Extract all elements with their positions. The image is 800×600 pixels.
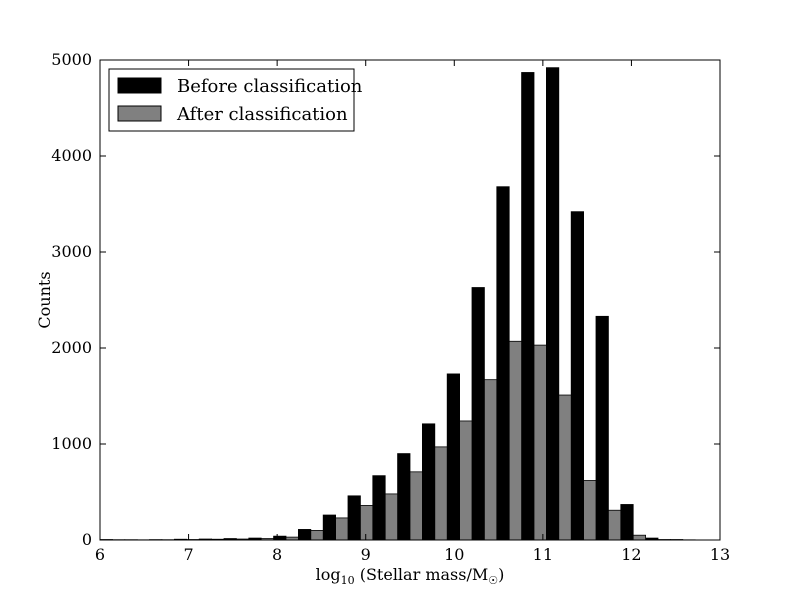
- x-axis-label-suffix: ): [498, 565, 504, 584]
- bars-group: [99, 67, 696, 541]
- x-axis-label-sun-symbol: ☉: [488, 574, 498, 587]
- bar-after-9: [335, 517, 349, 541]
- x-tick-label-10: 10: [444, 545, 464, 564]
- legend-label-after: After classification: [176, 104, 348, 125]
- x-axis-label-middle: (Stellar mass/M: [355, 565, 489, 584]
- x-axis-label-log: log: [316, 565, 341, 584]
- bar-before-17: [521, 72, 535, 541]
- bar-after-18: [558, 394, 572, 541]
- legend: Before classification After classificati…: [108, 68, 363, 132]
- bar-before-9: [322, 514, 337, 541]
- bar-before-7: [273, 535, 287, 541]
- bar-after-12: [409, 471, 423, 541]
- legend-label-before: Before classification: [177, 76, 363, 97]
- legend-swatch-before: [117, 77, 162, 94]
- bar-after-8: [310, 530, 324, 541]
- bar-before-8: [297, 529, 312, 541]
- bar-after-13: [434, 446, 448, 541]
- bar-after-15: [483, 379, 498, 541]
- bar-before-14: [446, 373, 461, 541]
- bar-after-21: [632, 534, 647, 541]
- legend-swatch-after: [117, 105, 162, 122]
- x-tick-label-12: 12: [621, 545, 641, 564]
- x-tick-label-7: 7: [183, 545, 193, 564]
- y-tick-label-1000: 1000: [51, 434, 92, 453]
- bar-after-14: [459, 420, 473, 541]
- x-tick-label-6: 6: [95, 545, 105, 564]
- bar-after-11: [384, 493, 399, 541]
- bar-after-20: [608, 509, 622, 541]
- x-axis-label: log10 (Stellar mass/M☉): [316, 565, 505, 587]
- bar-after-10: [359, 505, 374, 541]
- x-tick-label-8: 8: [272, 545, 282, 564]
- y-tick-label-2000: 2000: [51, 338, 92, 357]
- bar-before-13: [421, 423, 436, 541]
- bar-before-16: [496, 186, 510, 541]
- bar-before-15: [471, 287, 485, 541]
- y-tick-label-3000: 3000: [51, 242, 92, 261]
- bar-after-16: [508, 340, 523, 541]
- bar-before-11: [372, 475, 386, 541]
- y-axis-label: Counts: [35, 271, 54, 328]
- bar-after-19: [583, 480, 597, 541]
- y-tick-label-0: 0: [82, 530, 92, 549]
- y-tick-label-5000: 5000: [51, 50, 92, 69]
- x-tick-label-11: 11: [533, 545, 553, 564]
- bar-before-19: [570, 211, 585, 541]
- bar-before-20: [595, 315, 609, 541]
- x-axis-label-base: 10: [341, 574, 355, 587]
- x-tick-label-13: 13: [710, 545, 730, 564]
- bar-before-10: [347, 495, 361, 541]
- y-tick-label-4000: 4000: [51, 146, 92, 165]
- plot-area-frame: [99, 59, 721, 541]
- bar-before-18: [546, 67, 560, 541]
- axis-ticks-group: 6 7 8 9 10 11 12 13 0 1000 2000 3000 4000 5000: [51, 50, 730, 564]
- bar-before-12: [397, 453, 411, 541]
- x-tick-label-9: 9: [361, 545, 371, 564]
- bar-after-17: [533, 344, 547, 541]
